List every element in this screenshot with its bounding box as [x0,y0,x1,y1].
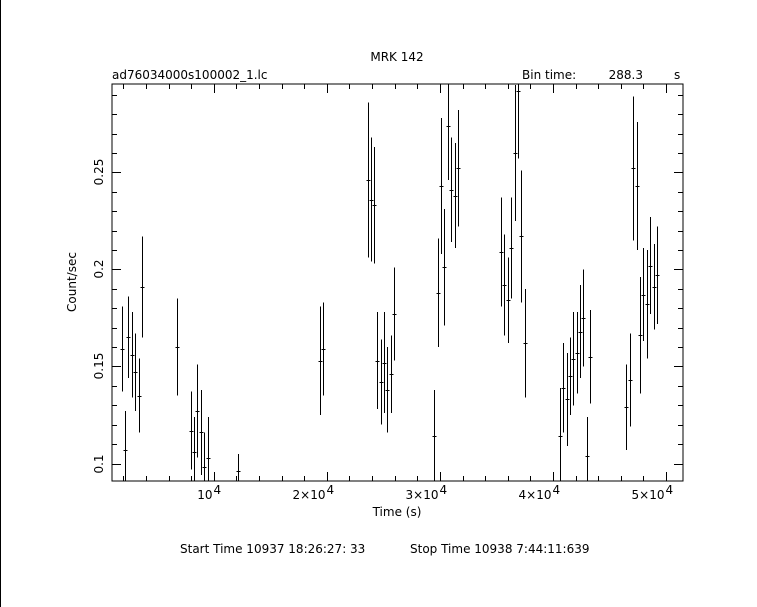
data-point [126,296,131,379]
chart-title: MRK 142 [370,50,423,64]
data-point [565,352,570,447]
data-point [372,147,377,264]
data-point [192,416,197,481]
data-point [648,216,653,315]
data-point [140,236,145,338]
data-point [236,453,241,481]
x-tick-exponent: 4 [666,483,674,497]
data-point [506,257,511,344]
data-point [585,416,590,481]
data-point [123,411,128,481]
bin-time-unit: s [674,68,680,82]
data-point [571,312,576,406]
y-tick-label: 0.15 [92,353,106,380]
x-tick-label: 5×10 [632,488,665,502]
data-point [631,96,636,241]
data-point [568,337,573,415]
x-tick-exponent: 4 [327,483,335,497]
data-point [499,197,504,307]
y-tick-label: 0.25 [92,159,106,186]
x-axis-label: Time (s) [372,505,422,519]
x-tick-label: 4×10 [519,488,552,502]
data-point [379,339,384,425]
data-point [449,137,454,243]
plot-frame [111,83,684,482]
data-point [175,298,180,396]
data-point [635,121,640,250]
data-point [206,416,211,481]
data-point [516,84,521,159]
x-tick-label: 3×10 [406,488,439,502]
data-point [588,310,593,404]
x-tick-label: 2×10 [293,488,326,502]
window-edge [0,0,1,607]
data-point [558,387,563,481]
data-point [133,333,138,412]
data-point [519,170,524,303]
y-tick-label: 0.2 [92,259,106,278]
x-tick-exponent: 4 [440,483,448,497]
data-point [436,238,441,348]
data-point [578,284,583,379]
data-point [645,249,650,359]
data-point [202,432,207,481]
data-point [189,391,194,470]
data-point [561,343,566,433]
data-point [137,358,142,433]
data-point [509,197,514,299]
data-point [446,84,451,181]
x-tick-exponent: 4 [214,483,222,497]
data-point [385,347,390,433]
y-tick-label: 0.1 [92,454,106,473]
data-point [366,102,371,258]
data-points [120,84,660,481]
data-point [456,110,461,227]
data-point [453,143,458,249]
data-point [130,312,135,398]
data-point [389,335,394,414]
data-point [628,333,633,427]
bin-time-value: 288.3 [609,68,643,82]
data-point [321,302,326,396]
data-point [195,364,200,458]
source-file-label: ad76034000s100002_1.lc [112,68,268,82]
data-point [369,137,374,262]
data-point [375,312,380,410]
data-point [575,312,580,394]
data-point [638,277,643,394]
data-point [318,306,323,415]
data-point [502,234,507,336]
x-tick-label: 10 [197,488,212,502]
data-point [432,389,437,481]
axes: 10 4 2×10 4 3×10 4 4×10 4 5×10 40.10.150.20.25 [92,84,683,502]
data-point [624,364,629,450]
data-point [382,312,387,414]
stop-time-text: Stop Time 10938 7:44:11:639 [410,542,589,556]
y-axis-label: Count/sec [65,252,79,312]
x-tick-exponent: 4 [553,483,561,497]
data-point [652,244,657,330]
data-point [581,269,586,367]
start-time-text: Start Time 10937 18:26:27: 33 [180,542,365,556]
data-point [523,288,528,398]
data-point [442,209,447,326]
data-point [199,389,204,476]
data-point [120,306,125,392]
data-point [641,248,646,342]
data-point [392,267,397,361]
data-point [655,226,660,324]
data-point [513,84,518,221]
data-point [439,117,444,254]
bin-time-label: Bin time: [522,68,576,82]
